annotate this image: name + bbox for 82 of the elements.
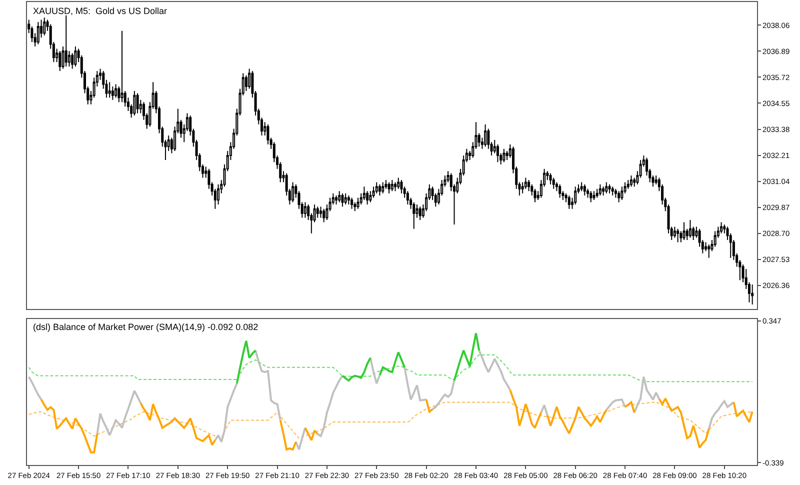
- candlestick: [372, 186, 375, 198]
- candlestick: [602, 186, 605, 196]
- candlestick: [378, 184, 381, 196]
- candlestick: [362, 186, 366, 200]
- candlestick: [74, 46, 77, 68]
- line-series: [28, 354, 753, 382]
- candlestick: [592, 190, 596, 200]
- candlestick: [133, 90, 136, 116]
- candlestick: [397, 177, 400, 190]
- candlestick: [354, 202, 356, 212]
- candlestick: [350, 197, 354, 210]
- candlestick: [43, 17, 46, 36]
- candlestick: [614, 188, 617, 198]
- candlestick: [64, 14, 68, 68]
- candlestick: [347, 195, 350, 205]
- candlestick: [292, 182, 294, 203]
- candlestick: [596, 188, 598, 198]
- candlestick: [108, 82, 111, 98]
- candlestick: [502, 148, 506, 163]
- candlestick: [412, 202, 416, 230]
- candlestick: [583, 184, 586, 196]
- candlestick: [400, 179, 403, 194]
- candlestick: [366, 190, 369, 205]
- candlestick: [521, 182, 524, 194]
- candlestick: [338, 190, 341, 203]
- candlestick: [751, 284, 754, 306]
- candlestick: [406, 190, 409, 205]
- candlestick: [688, 220, 692, 238]
- candlestick: [382, 182, 384, 194]
- candlestick: [217, 184, 220, 205]
- candlestick: [524, 177, 527, 190]
- candlestick: [369, 190, 372, 203]
- candlestick: [394, 182, 397, 192]
- candlestick: [714, 230, 716, 248]
- candlestick: [388, 182, 390, 194]
- candlestick: [341, 192, 344, 208]
- candlestick: [304, 202, 306, 218]
- candlestick: [344, 192, 347, 205]
- candlestick: [611, 186, 614, 196]
- candlestick: [682, 222, 686, 241]
- candlestick: [626, 179, 630, 190]
- candlestick: [316, 206, 319, 218]
- candlestick: [390, 179, 394, 192]
- candlestick: [528, 179, 530, 192]
- candlestick: [586, 188, 590, 198]
- candlestick: [484, 124, 487, 148]
- candlestick: [580, 182, 583, 192]
- candlestick: [58, 50, 62, 72]
- candlestick: [114, 84, 118, 98]
- candlestick: [708, 244, 710, 258]
- candlestick: [36, 22, 40, 45]
- candlestick: [552, 177, 555, 190]
- candlestick: [496, 144, 499, 163]
- candlestick: [266, 124, 270, 145]
- candlestick: [618, 190, 620, 203]
- candlestick: [598, 184, 602, 196]
- candlestick: [356, 197, 360, 210]
- candlestick: [605, 182, 608, 194]
- candlestick: [558, 184, 562, 198]
- candlestick: [418, 206, 422, 221]
- candlestick: [568, 195, 570, 210]
- candlestick: [384, 179, 388, 190]
- candlestick: [673, 226, 676, 238]
- candlestick: [322, 208, 326, 223]
- candlestick: [590, 190, 592, 203]
- candlestick: [534, 188, 536, 203]
- candlestick: [319, 206, 322, 218]
- candlestick: [630, 175, 633, 188]
- candlestick: [620, 186, 624, 200]
- candlestick: [549, 172, 552, 185]
- text: XAUUSD, M5: Gold vs US Dollar: [33, 6, 168, 16]
- candlestick: [120, 30, 124, 103]
- chart-title: (dsl) Balance of Market Power (SMA)(14,9) -0.092 0.082: [33, 322, 258, 332]
- candlestick: [375, 182, 378, 194]
- candlestick: [136, 92, 139, 114]
- candlestick: [335, 195, 338, 205]
- candlestick: [608, 184, 611, 194]
- line-series: [28, 402, 753, 439]
- candlestick: [574, 186, 577, 205]
- candlestick: [720, 222, 723, 234]
- candlestick: [111, 86, 114, 100]
- candlestick: [676, 228, 680, 243]
